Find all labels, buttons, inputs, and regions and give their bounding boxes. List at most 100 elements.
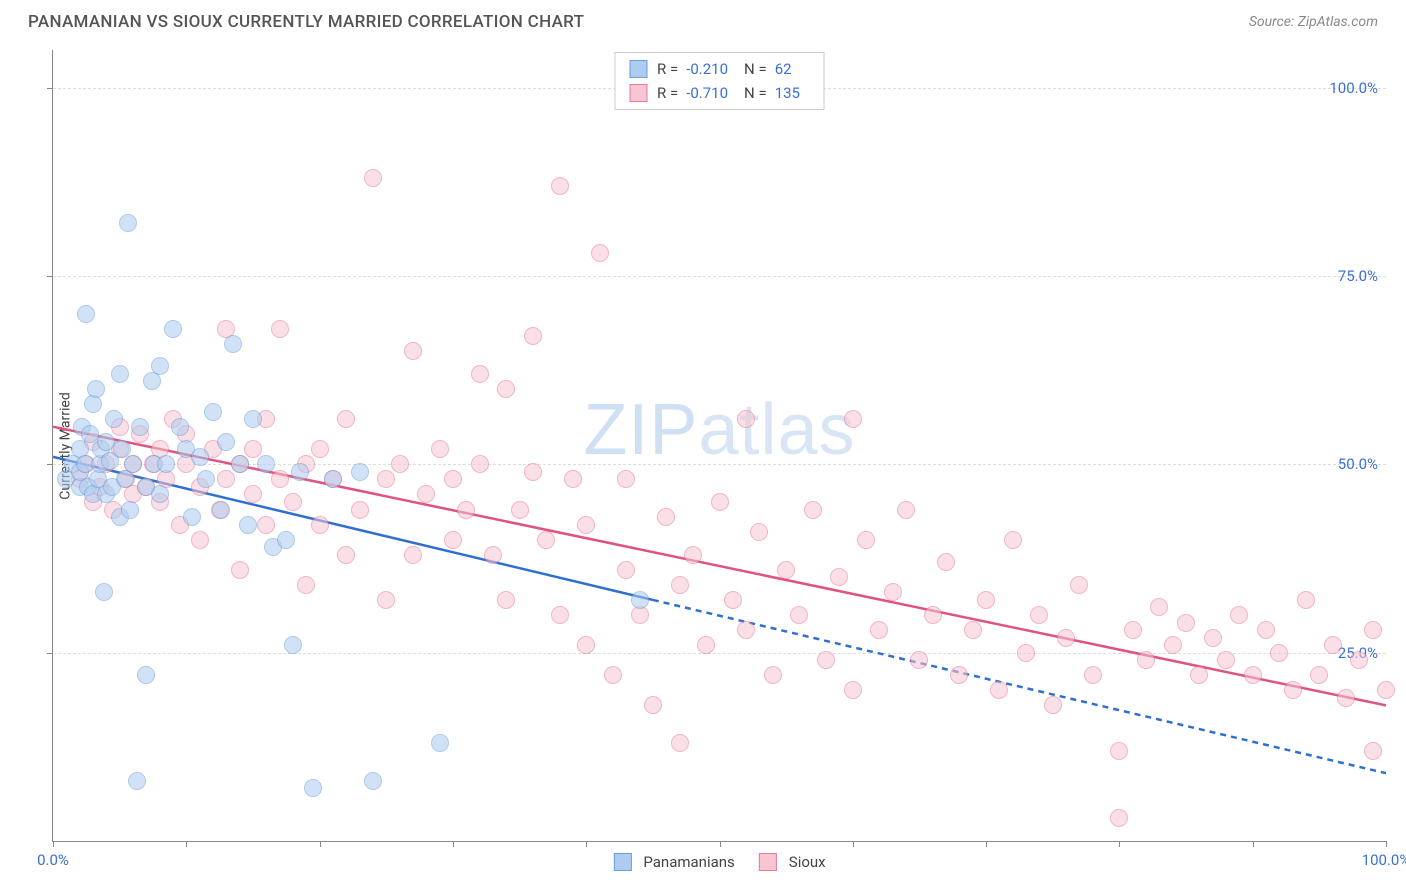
data-point — [1377, 681, 1395, 699]
data-point — [177, 425, 195, 443]
data-point — [271, 470, 289, 488]
data-point — [1070, 576, 1088, 594]
correlation-legend: R = -0.210 N = 62 R = -0.710 N = 135 — [614, 52, 825, 110]
data-point — [1030, 606, 1048, 624]
data-point — [257, 410, 275, 428]
data-point — [119, 214, 137, 232]
data-point — [1364, 742, 1382, 760]
legend-n-value-panamanians: 62 — [775, 57, 792, 81]
y-tick — [47, 88, 53, 89]
data-point — [151, 485, 169, 503]
data-point — [151, 493, 169, 511]
data-point — [137, 666, 155, 684]
legend-row-panamanians: R = -0.210 N = 62 — [629, 57, 810, 81]
legend-item-panamanians: Panamanians — [613, 853, 734, 871]
data-point — [471, 365, 489, 383]
data-point — [89, 470, 107, 488]
data-point — [524, 327, 542, 345]
data-point — [131, 425, 149, 443]
data-point — [117, 470, 135, 488]
data-point — [844, 681, 862, 699]
legend-label-panamanians: Panamanians — [643, 853, 734, 871]
data-point — [157, 470, 175, 488]
data-point — [617, 561, 635, 579]
data-point — [87, 380, 105, 398]
data-point — [1164, 636, 1182, 654]
data-point — [697, 636, 715, 654]
data-point — [990, 681, 1008, 699]
data-point — [884, 583, 902, 601]
data-point — [212, 501, 230, 519]
legend-label-sioux: Sioux — [789, 853, 826, 871]
data-point — [431, 440, 449, 458]
data-point — [224, 335, 242, 353]
data-point — [71, 440, 89, 458]
data-point — [324, 470, 342, 488]
data-point — [264, 538, 282, 556]
x-tick — [1253, 841, 1254, 847]
data-point — [444, 531, 462, 549]
swatch-panamanians-icon — [613, 853, 631, 871]
data-point — [431, 734, 449, 752]
data-point — [337, 546, 355, 564]
data-point — [217, 320, 235, 338]
data-point — [724, 591, 742, 609]
data-point — [1217, 651, 1235, 669]
swatch-sioux-icon — [759, 853, 777, 871]
legend-r-label: R = — [657, 81, 678, 105]
data-point — [897, 501, 915, 519]
data-point — [804, 501, 822, 519]
data-point — [764, 666, 782, 684]
data-point — [111, 365, 129, 383]
data-point — [817, 651, 835, 669]
data-point — [631, 606, 649, 624]
legend-r-label: R = — [657, 57, 678, 81]
data-point — [97, 433, 115, 451]
data-point — [924, 606, 942, 624]
source-attribution: Source: ZipAtlas.com — [1249, 14, 1378, 30]
data-point — [244, 410, 262, 428]
data-point — [857, 531, 875, 549]
data-point — [511, 501, 529, 519]
data-point — [57, 470, 75, 488]
data-point — [244, 485, 262, 503]
data-point — [131, 418, 149, 436]
data-point — [171, 418, 189, 436]
y-tick — [47, 464, 53, 465]
data-point — [351, 501, 369, 519]
data-point — [311, 440, 329, 458]
data-point — [497, 380, 515, 398]
data-point — [113, 440, 131, 458]
data-point — [537, 531, 555, 549]
watermark: ZIPatlas — [583, 389, 855, 471]
data-point — [1137, 651, 1155, 669]
x-tick — [453, 841, 454, 847]
data-point — [284, 636, 302, 654]
data-point — [964, 621, 982, 639]
data-point — [217, 470, 235, 488]
chart-title: PANAMANIAN VS SIOUX CURRENTLY MARRIED CO… — [28, 12, 584, 32]
data-point — [79, 478, 97, 496]
data-point — [337, 410, 355, 428]
data-point — [111, 440, 129, 458]
data-point — [92, 440, 110, 458]
data-point — [444, 470, 462, 488]
data-point — [143, 372, 161, 390]
data-point — [91, 478, 109, 496]
data-point — [191, 531, 209, 549]
regression-line — [53, 457, 653, 600]
data-point — [84, 395, 102, 413]
data-point — [364, 772, 382, 790]
data-point — [77, 305, 95, 323]
data-point — [790, 606, 808, 624]
data-point — [204, 440, 222, 458]
data-point — [1257, 621, 1275, 639]
data-point — [830, 568, 848, 586]
data-point — [711, 493, 729, 511]
data-point — [1057, 629, 1075, 647]
data-point — [631, 591, 649, 609]
data-point — [304, 779, 322, 797]
scatter-points — [53, 50, 1386, 841]
y-tick — [47, 276, 53, 277]
data-point — [417, 485, 435, 503]
